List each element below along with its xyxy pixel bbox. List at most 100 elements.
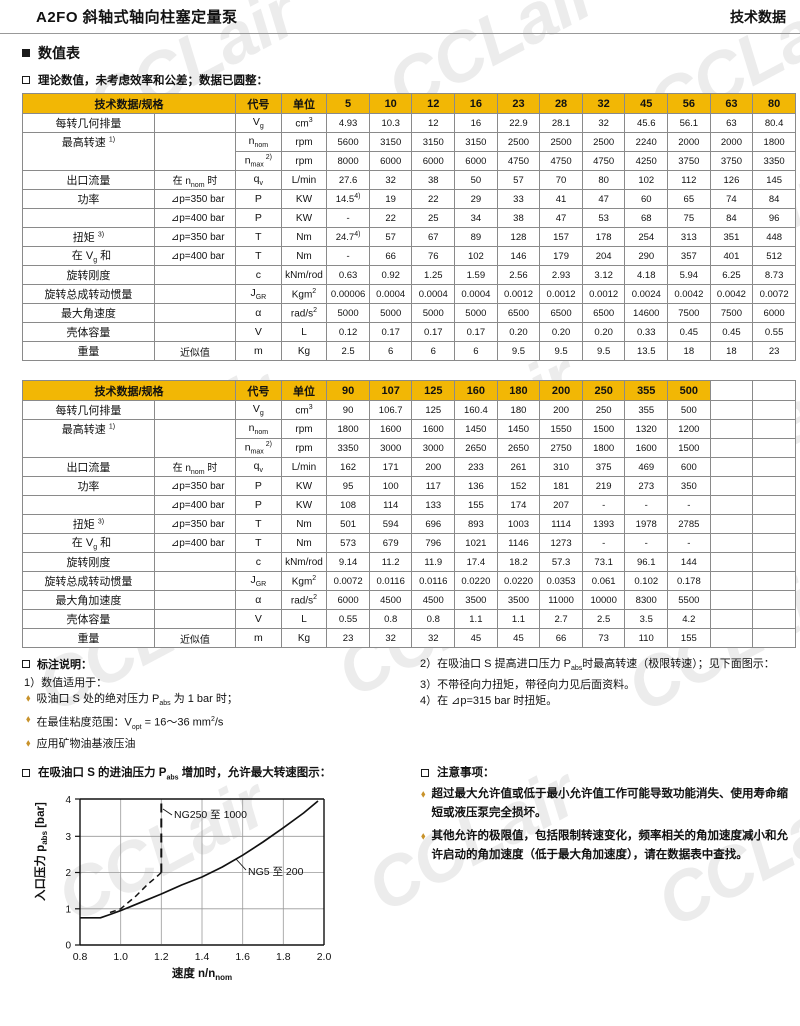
row-label: 旋转总成转动惯量 xyxy=(22,571,155,591)
table-cell: 6000 xyxy=(454,151,498,171)
table-cell: 401 xyxy=(709,246,754,266)
table-cell: 3.5 xyxy=(624,609,669,629)
table-cell: 696 xyxy=(411,514,456,534)
table-cell: 10.3 xyxy=(368,113,413,133)
table-cell: 84 xyxy=(709,208,754,228)
table-cell: 1800 xyxy=(752,132,796,152)
chart-x-axis-label: 速度 n/nnom xyxy=(172,966,232,981)
table-cell: 95 xyxy=(326,476,370,496)
table-cell: 50 xyxy=(454,170,498,190)
table-cell: 8.73 xyxy=(752,265,796,285)
table-cell: 7500 xyxy=(667,303,711,323)
chart-annotation-leaders xyxy=(162,808,247,871)
table-cell: 33 xyxy=(496,189,541,209)
row-symbol: V xyxy=(235,322,282,342)
row-sublabel xyxy=(153,303,237,323)
table-cell: 2.93 xyxy=(539,265,583,285)
table-cell: 23 xyxy=(752,341,796,361)
chart-caption: 在吸油口 S 的进油压力 Pabs 增加时，允许最大转速图示： xyxy=(38,767,332,782)
table-cell: 1003 xyxy=(496,514,541,534)
chart-column: 在吸油口 S 的进油压力 Pabs 增加时，允许最大转速图示： xyxy=(22,766,417,986)
table-cell: 9.5 xyxy=(539,341,583,361)
table-cell: - xyxy=(667,495,711,515)
col-header-size: 107 xyxy=(368,380,413,401)
col-header-size: 180 xyxy=(496,380,541,401)
row-label: 扭矩 3) xyxy=(22,227,155,247)
row-unit: KW xyxy=(280,476,328,496)
table-cell: 34 xyxy=(454,208,498,228)
table-cell: 0.00006 xyxy=(326,284,370,304)
table-cell: 500 xyxy=(667,400,711,420)
table-cell xyxy=(752,571,796,591)
warning-item: ⬧ 其他允许的极限值，包括限制转速变化，频率相关的角加速度减小和允许启动的角加速… xyxy=(421,827,788,865)
svg-text:0.8: 0.8 xyxy=(73,951,88,963)
table-cell: 65 xyxy=(667,189,711,209)
table-cell: 24.74) xyxy=(326,227,370,247)
table-cell: 1114 xyxy=(539,514,583,534)
table-cell: 80 xyxy=(581,170,626,190)
table-cell: 57 xyxy=(368,227,413,247)
table-cell: 0.55 xyxy=(326,609,370,629)
table-cell: 0.17 xyxy=(454,322,498,342)
table-row: 功率 ⊿p=350 bar P KW 95 100 117 136 152 181 219 273 3… xyxy=(22,476,796,496)
table-cell: 66 xyxy=(368,246,413,266)
table-cell: 73.1 xyxy=(581,552,626,572)
col-header-size: 45 xyxy=(624,93,669,114)
row-unit: Kg xyxy=(280,628,328,648)
note-bullet-text: 在最佳粘度范围：Vopt = 16～36 mm2/s xyxy=(36,716,224,732)
col-header-size: 125 xyxy=(411,380,456,401)
table-cell xyxy=(709,476,754,496)
table-cell: 133 xyxy=(411,495,456,515)
table-cell: 1600 xyxy=(368,419,413,439)
row-symbol: nnom xyxy=(235,419,282,439)
svg-text:1.4: 1.4 xyxy=(195,951,210,963)
table-cell: 2240 xyxy=(624,132,669,152)
table-cell: 114 xyxy=(368,495,413,515)
table-cell: 233 xyxy=(454,457,498,477)
table-cell: 0.0353 xyxy=(539,571,583,591)
table-cell: 102 xyxy=(624,170,669,190)
table-cell xyxy=(752,400,796,420)
table-cell: 1.1 xyxy=(496,609,541,629)
note-item-4: 4）在 ⊿p=315 bar 时扭矩。 xyxy=(420,695,558,708)
table-cell: 6 xyxy=(454,341,498,361)
table-cell: 45 xyxy=(496,628,541,648)
table-cell: 32 xyxy=(368,170,413,190)
table-cell: 0.45 xyxy=(667,322,711,342)
table-cell: 89 xyxy=(454,227,498,247)
table-cell: 110 xyxy=(624,628,669,648)
arrow-icon: ⬧ xyxy=(26,738,31,750)
chart-svg: 0 1 2 3 4 0.8 1.0 1.2 1.4 1.6 1.8 2.0 xyxy=(33,795,331,982)
table-cell xyxy=(752,495,796,515)
col-header-name: 技术数据/规格 xyxy=(21,380,237,401)
table-cell: 350 xyxy=(667,476,711,496)
table-cell: 2500 xyxy=(539,132,583,152)
warning-text: 其他允许的极限值，包括限制转速变化，频率相关的角加速度减小和允许启动的角加速度（… xyxy=(431,830,789,862)
table-cell: 68 xyxy=(624,208,669,228)
col-header-size: 32 xyxy=(581,93,626,114)
table-cell: 6500 xyxy=(539,303,583,323)
table-cell: 0.0220 xyxy=(454,571,498,591)
col-header-size: 23 xyxy=(496,93,541,114)
col-header-unit: 单位 xyxy=(280,380,328,401)
table-cell: 66 xyxy=(539,628,583,648)
row-unit: Kg xyxy=(280,341,328,361)
row-unit: rad/s2 xyxy=(280,590,328,610)
row-symbol: T xyxy=(235,514,282,534)
row-sublabel: ⊿p=350 bar xyxy=(153,227,237,247)
table-cell: 90 xyxy=(326,400,370,420)
table-cell: 448 xyxy=(752,227,796,247)
row-label: 壳体容量 xyxy=(22,609,155,629)
table-cell: 8300 xyxy=(624,590,669,610)
table-row: ⊿p=400 bar P KW -22 25 34 38 47 53 68 75 84 96 xyxy=(22,208,796,228)
table-cell: 1021 xyxy=(454,533,498,553)
row-symbol: JGR xyxy=(235,284,282,304)
row-sublabel xyxy=(153,400,237,420)
table-cell: 0.0012 xyxy=(539,284,583,304)
row-unit: rad/s2 xyxy=(280,303,328,323)
note-bullet: ⬧ 在最佳粘度范围：Vopt = 16～36 mm2/s xyxy=(26,712,414,736)
row-symbol: JGR xyxy=(235,571,282,591)
table-cell xyxy=(709,609,754,629)
row-unit: Nm xyxy=(280,514,328,534)
row-label: 最大角加速度 xyxy=(22,590,155,610)
